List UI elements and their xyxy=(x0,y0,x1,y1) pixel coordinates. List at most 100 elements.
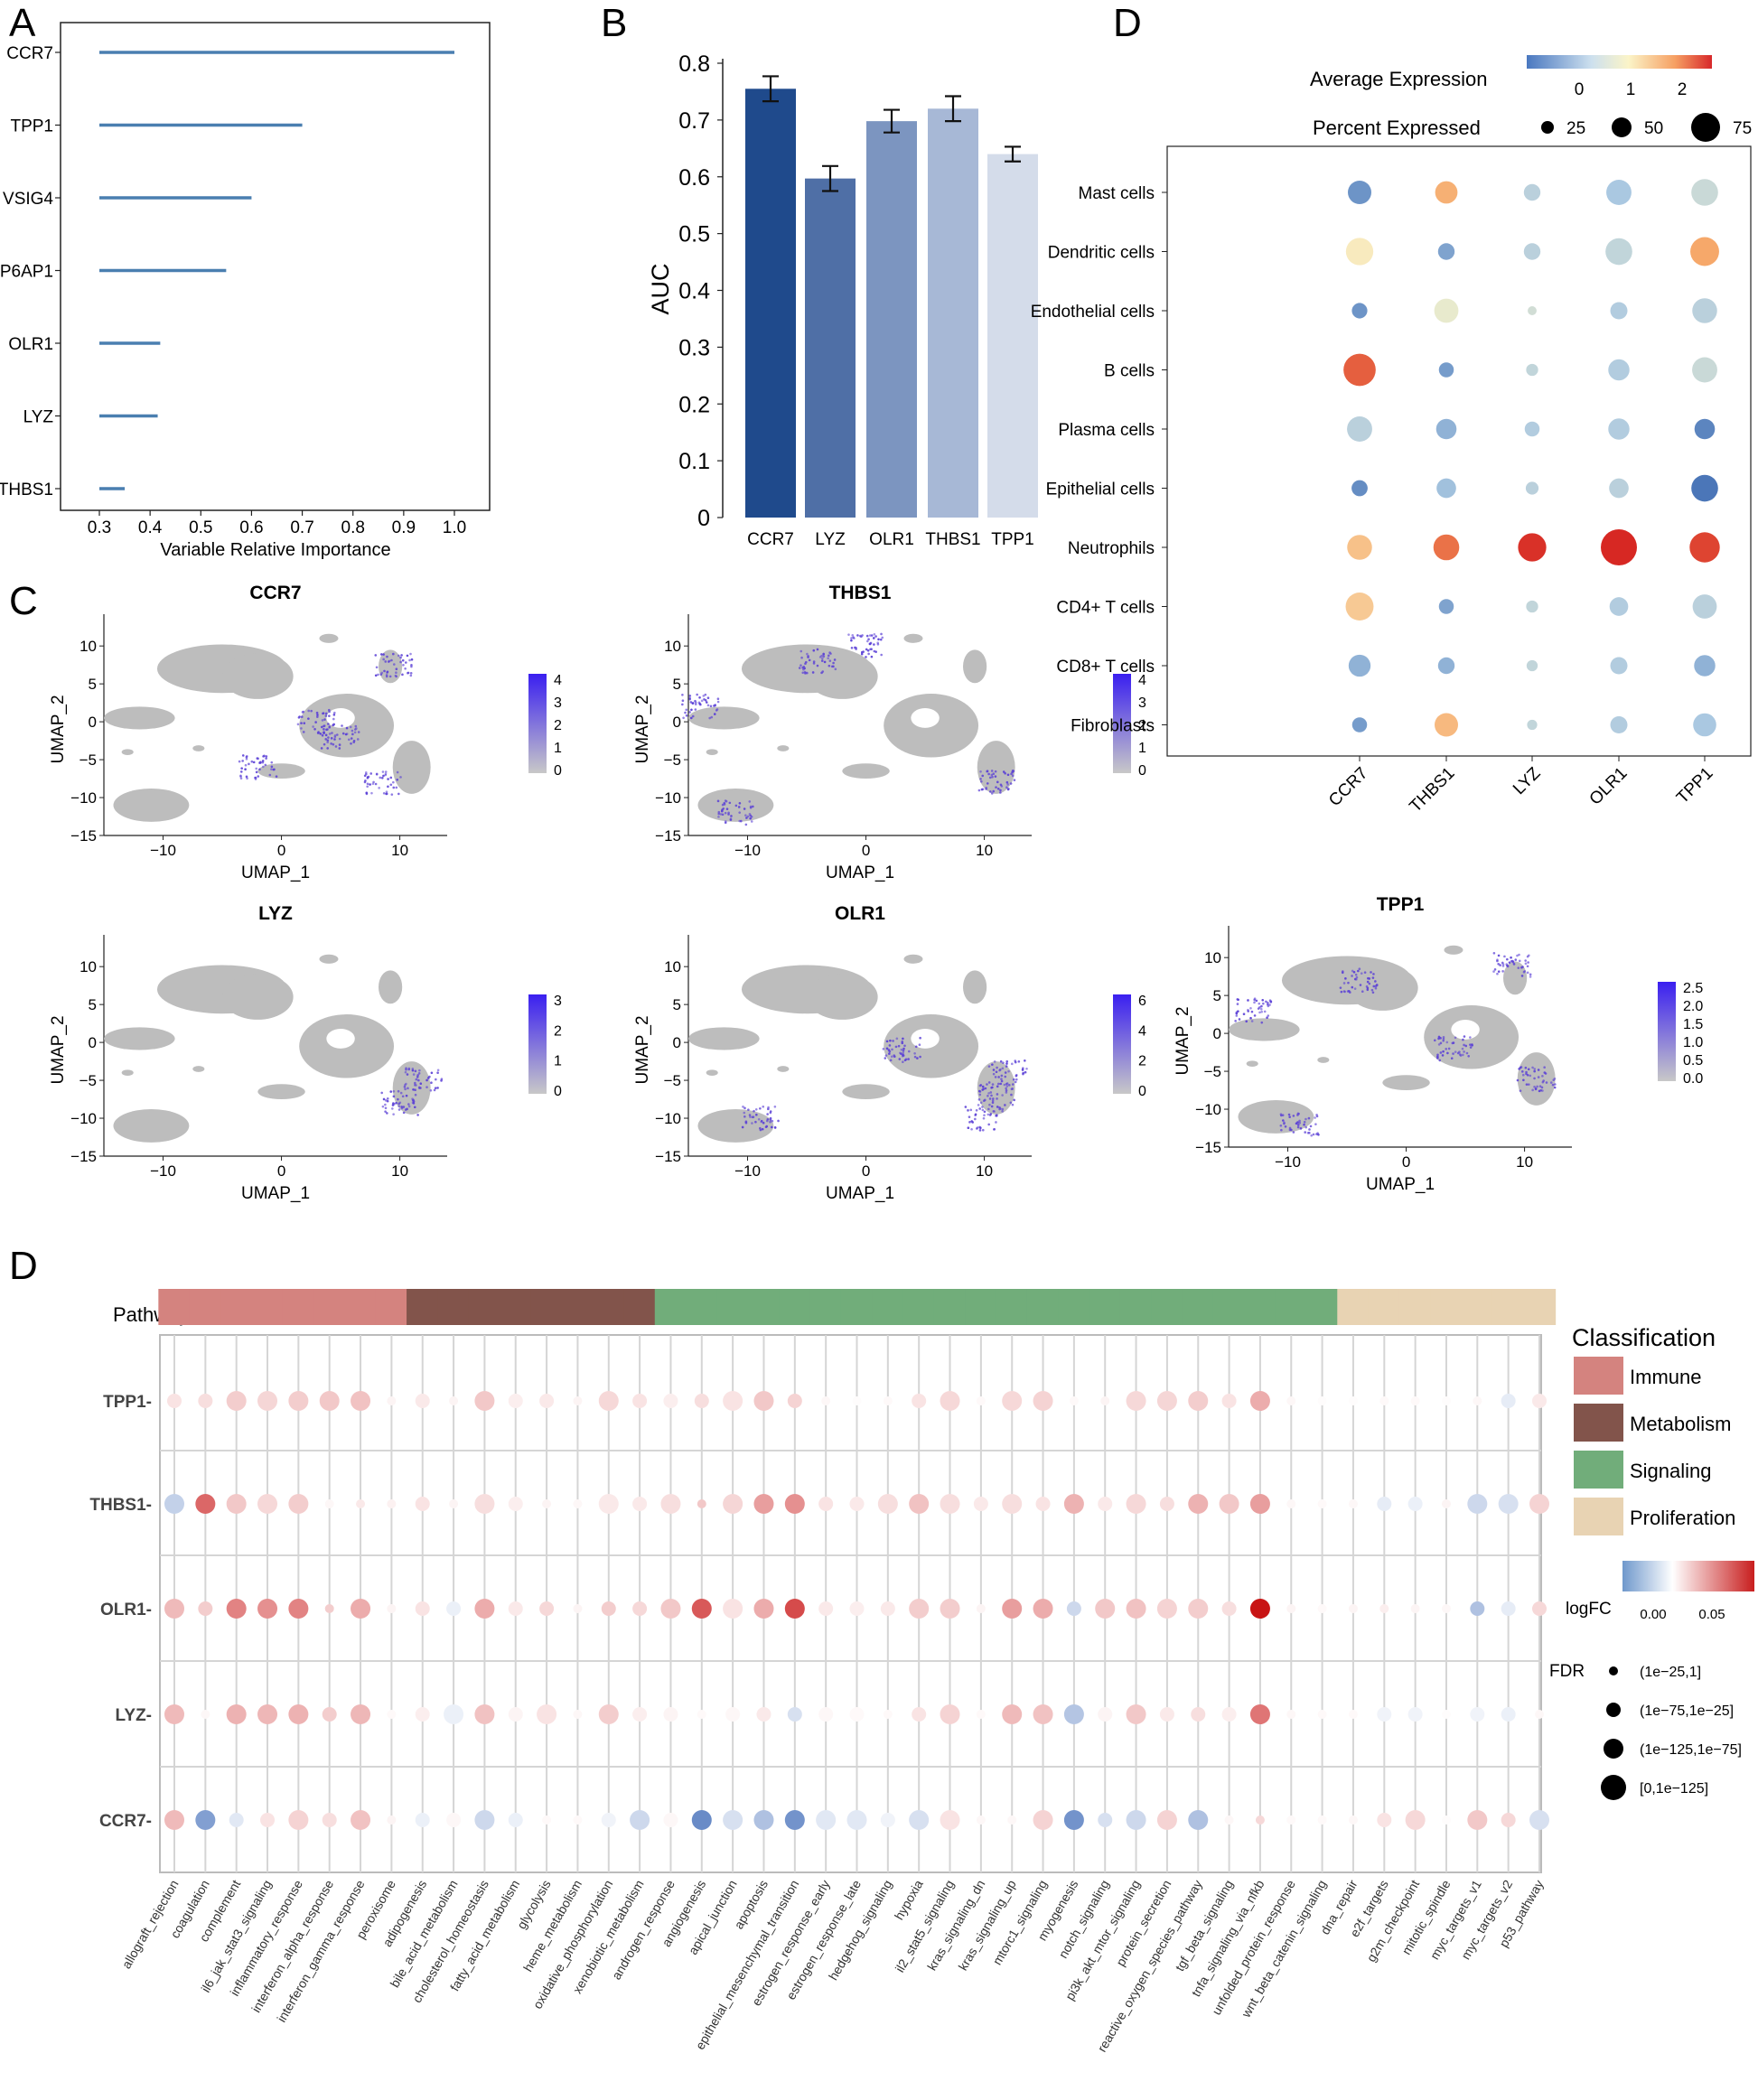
classification-segment xyxy=(809,1289,843,1325)
expressing-cell xyxy=(375,772,379,776)
expressing-cell xyxy=(812,660,816,663)
expressing-cell xyxy=(1529,1074,1532,1078)
expressing-cell xyxy=(412,1073,416,1076)
expressing-cell xyxy=(757,1117,761,1121)
expressing-cell xyxy=(820,654,823,658)
expressing-cell xyxy=(742,1106,744,1108)
expressing-cell xyxy=(889,1059,893,1062)
expressing-cell xyxy=(298,715,301,718)
expressing-cell xyxy=(821,657,824,660)
expressing-cell xyxy=(1543,1066,1546,1069)
pathway-dot xyxy=(1501,1394,1516,1408)
expressing-cell xyxy=(303,722,306,724)
color-scale-label: 0.0 xyxy=(1683,1071,1703,1087)
expressing-cell xyxy=(771,1119,774,1123)
expressing-cell xyxy=(812,662,816,665)
expressing-cell xyxy=(1517,966,1520,969)
expressing-cell xyxy=(968,1115,971,1118)
expressing-cell xyxy=(1006,788,1010,791)
expressing-cell xyxy=(1250,1020,1254,1022)
expressing-cell xyxy=(978,1129,982,1132)
color-legend-title: Average Expression xyxy=(1310,68,1488,90)
pathway-dot xyxy=(849,1497,865,1511)
cell-cluster xyxy=(104,1027,175,1050)
expressing-cell xyxy=(759,1106,762,1110)
expressing-cell xyxy=(1004,1104,1006,1106)
expressing-cell xyxy=(1368,982,1371,985)
expressing-cell xyxy=(983,1110,987,1114)
expressing-cell xyxy=(252,761,256,764)
expressing-cell xyxy=(884,1054,888,1057)
expressing-cell xyxy=(1454,1050,1457,1053)
pathway-dot xyxy=(883,1710,893,1719)
auc-bar xyxy=(745,89,796,518)
expressing-cell xyxy=(884,1057,887,1059)
expressing-cell xyxy=(869,648,872,651)
expressing-cell xyxy=(354,728,357,731)
expressing-cell xyxy=(1005,1085,1009,1087)
expressing-cell xyxy=(751,1115,754,1119)
pathway-dot xyxy=(446,1601,462,1616)
expressing-cell xyxy=(1526,955,1529,958)
expressing-cell xyxy=(1442,1036,1445,1039)
expressing-cell xyxy=(992,789,996,793)
expressing-cell xyxy=(397,1108,401,1111)
expressing-cell xyxy=(1310,1134,1314,1137)
y-tick-label: 0.3 xyxy=(678,335,710,360)
expressing-cell xyxy=(1366,988,1370,992)
y-axis-title: UMAP_2 xyxy=(633,695,652,763)
cell-type-label: Fibroblasts xyxy=(1071,717,1155,736)
panel-label-b: B xyxy=(601,1,627,45)
pathway-dot xyxy=(909,1810,930,1830)
expressing-cell xyxy=(387,785,389,789)
y-tick-label: 10 xyxy=(79,638,97,655)
pathway-dot xyxy=(288,1599,309,1619)
expressing-cell xyxy=(874,635,877,638)
expressing-cell xyxy=(316,714,319,716)
expressing-cell xyxy=(1001,1110,1004,1113)
expressing-cell xyxy=(1351,975,1353,977)
expression-dot xyxy=(1345,238,1374,266)
expressing-cell xyxy=(988,776,992,779)
expressing-cell xyxy=(1366,986,1370,990)
expressing-cell xyxy=(1263,1010,1267,1013)
pathway-dot xyxy=(976,1604,986,1613)
expressing-cell xyxy=(737,806,741,808)
color-scale-label: 4 xyxy=(1138,673,1146,688)
expressing-cell xyxy=(270,765,274,769)
pathway-dot xyxy=(691,1599,712,1619)
cell-cluster xyxy=(379,970,403,1004)
color-scale-bar xyxy=(528,674,547,773)
expressing-cell xyxy=(1260,1004,1263,1008)
expressing-cell xyxy=(902,1060,904,1063)
expressing-cell xyxy=(1374,986,1378,990)
expressing-cell xyxy=(1354,973,1358,976)
pathway-dot xyxy=(573,1604,583,1613)
pathway-dot xyxy=(387,1499,397,1508)
expressing-cell xyxy=(1306,1131,1310,1134)
pathway-dot xyxy=(632,1707,648,1722)
expressing-cell xyxy=(829,652,832,655)
expressing-cell xyxy=(981,1106,984,1108)
gene-label: THBS1 xyxy=(1406,764,1458,817)
expressing-cell xyxy=(1463,1035,1466,1038)
expressing-cell xyxy=(992,1069,996,1071)
expressing-cell xyxy=(1348,991,1351,994)
expressing-cell xyxy=(1471,1043,1473,1046)
cell-cluster xyxy=(1382,1075,1430,1091)
expressing-cell xyxy=(414,1083,416,1087)
gene-label: LYZ xyxy=(1510,763,1545,798)
expressing-cell xyxy=(413,1106,416,1109)
plot-frame xyxy=(1166,145,1752,757)
pathway-dot xyxy=(1002,1391,1023,1411)
expressing-cell xyxy=(404,1087,407,1091)
size-legend-label: 75 xyxy=(1733,119,1752,138)
expressing-cell xyxy=(811,671,815,674)
expression-dot xyxy=(1523,183,1541,201)
expressing-cell xyxy=(748,1114,752,1116)
expressing-cell xyxy=(850,639,853,642)
expressing-cell xyxy=(727,813,730,816)
pathway-dot xyxy=(1317,1396,1327,1405)
expressing-cell xyxy=(1279,1113,1283,1115)
pathway-dot xyxy=(1126,1494,1146,1514)
